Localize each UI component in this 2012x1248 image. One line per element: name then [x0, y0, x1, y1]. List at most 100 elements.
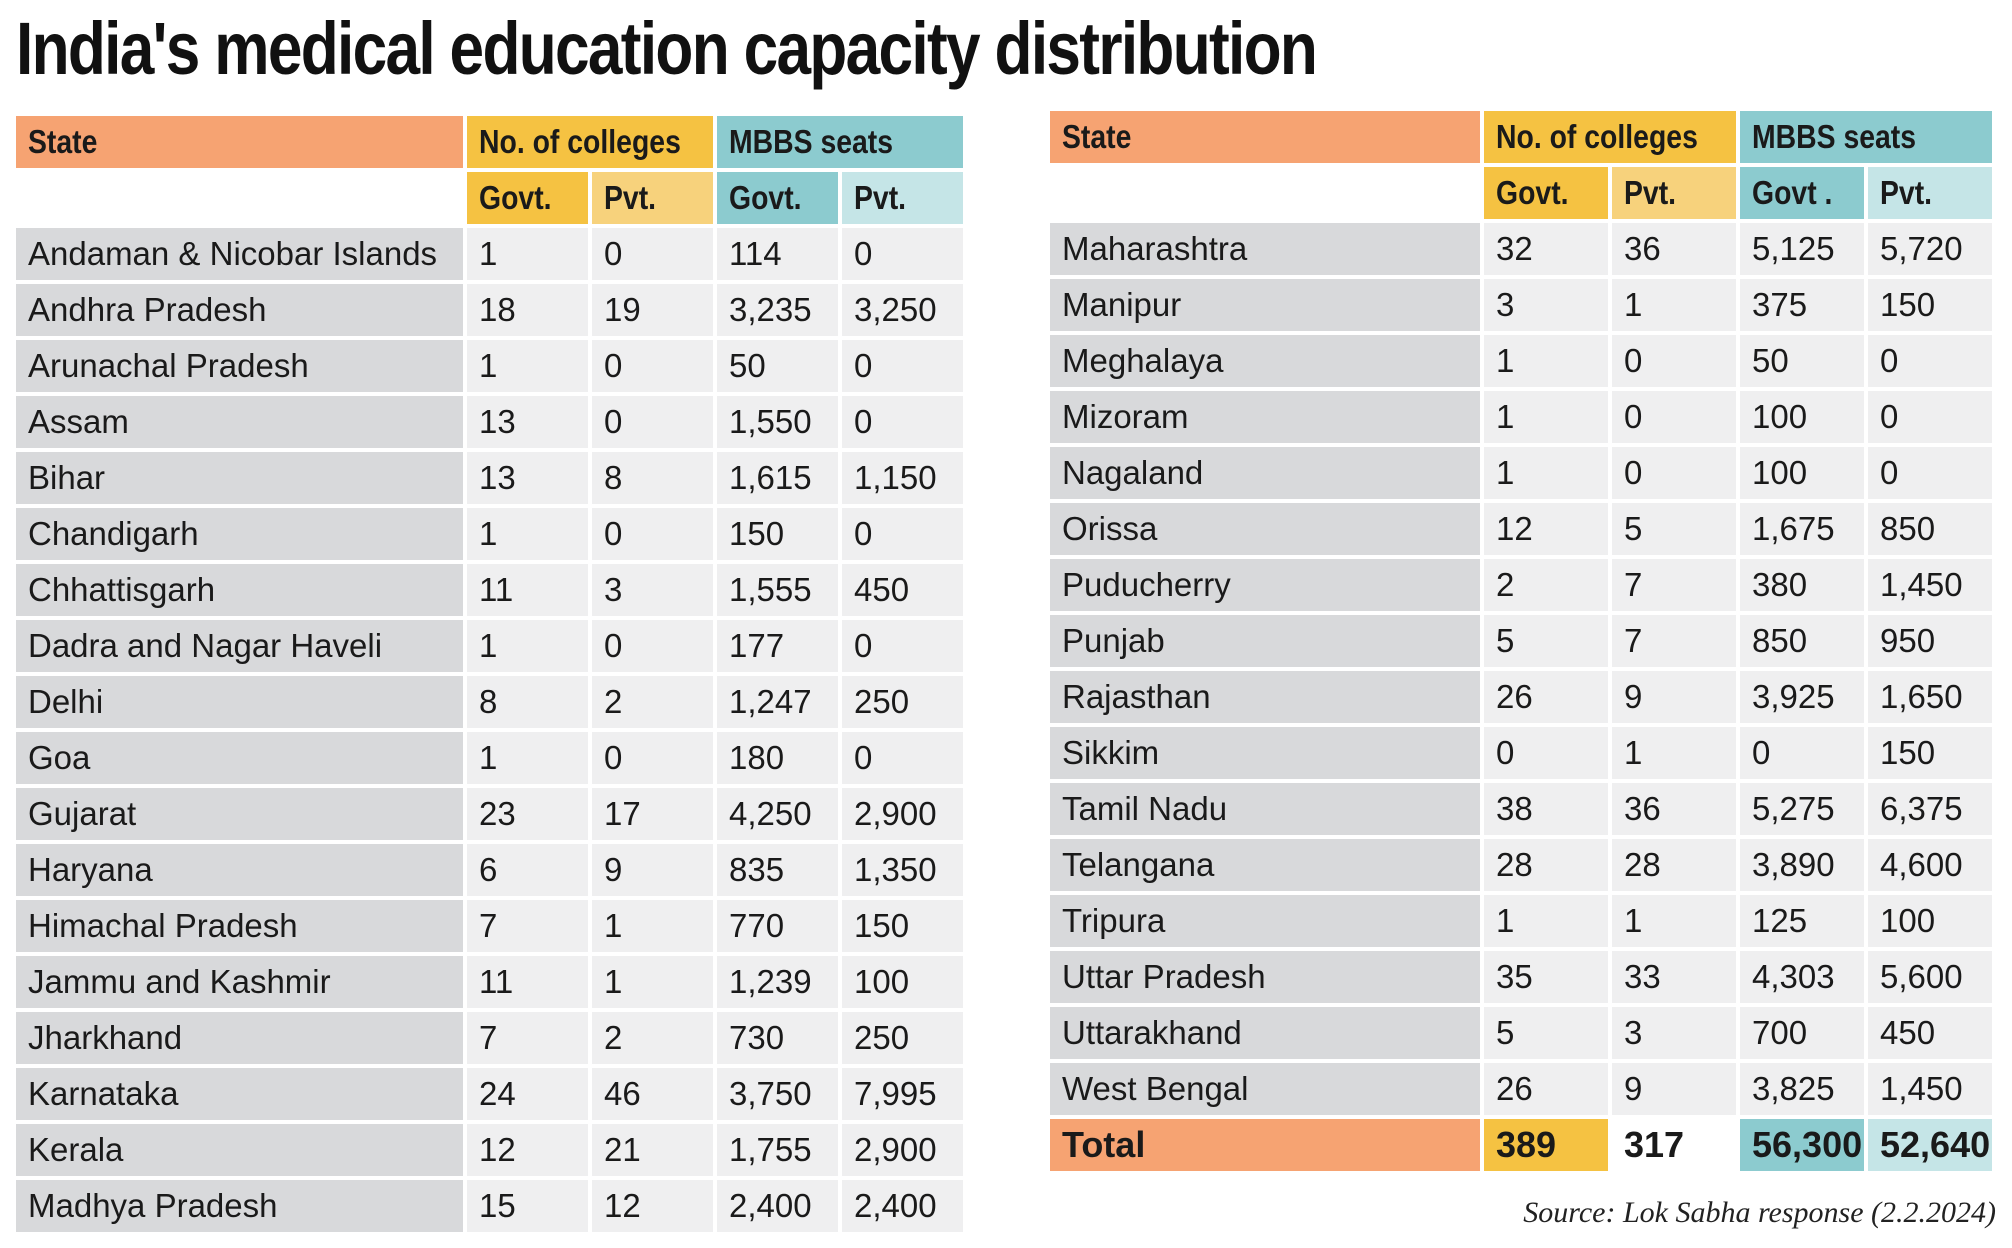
state-cell: Telangana [1050, 839, 1480, 891]
colleges-govt-cell: 1 [1484, 335, 1608, 387]
colleges-pvt-cell: 0 [1612, 447, 1736, 499]
colleges-govt-cell: 15 [467, 1180, 588, 1232]
seats-govt-cell: 730 [717, 1012, 838, 1064]
total-seats-govt: 56,300 [1740, 1119, 1864, 1171]
colleges-pvt-cell: 3 [1612, 1007, 1736, 1059]
table-row: Maharashtra 32 36 5,125 5,720 [1050, 223, 1996, 275]
seats-govt-cell: 3,235 [717, 284, 838, 336]
state-cell: Orissa [1050, 503, 1480, 555]
seats-pvt-cell: 450 [842, 564, 963, 616]
colleges-govt-cell: 1 [1484, 391, 1608, 443]
seats-pvt-header: Pvt. [1868, 167, 1992, 219]
table-row: Gujarat 23 17 4,250 2,900 [16, 788, 981, 840]
state-cell: Manipur [1050, 279, 1480, 331]
colleges-govt-cell: 32 [1484, 223, 1608, 275]
state-cell: Arunachal Pradesh [16, 340, 463, 392]
seats-govt-cell: 1,755 [717, 1124, 838, 1176]
colleges-pvt-cell: 9 [1612, 671, 1736, 723]
colleges-pvt-cell: 7 [1612, 615, 1736, 667]
table-row: Uttarakhand 5 3 700 450 [1050, 1007, 1996, 1059]
colleges-govt-cell: 1 [467, 620, 588, 672]
state-cell: Kerala [16, 1124, 463, 1176]
seats-pvt-cell: 0 [1868, 335, 1992, 387]
seats-govt-header: Govt . [1740, 167, 1864, 219]
seats-pvt-cell: 5,600 [1868, 951, 1992, 1003]
seats-govt-cell: 100 [1740, 447, 1864, 499]
table-row: Dadra and Nagar Haveli 1 0 177 0 [16, 620, 981, 672]
seats-pvt-cell: 150 [1868, 727, 1992, 779]
seats-govt-cell: 150 [717, 508, 838, 560]
table-row: Kerala 12 21 1,755 2,900 [16, 1124, 981, 1176]
colleges-header: No. of colleges [1484, 111, 1736, 163]
seats-govt-cell: 3,890 [1740, 839, 1864, 891]
colleges-govt-cell: 12 [1484, 503, 1608, 555]
colleges-pvt-cell: 5 [1612, 503, 1736, 555]
seats-pvt-cell: 850 [1868, 503, 1992, 555]
table-row: Assam 13 0 1,550 0 [16, 396, 981, 448]
table-row: Delhi 8 2 1,247 250 [16, 676, 981, 728]
seats-pvt-cell: 450 [1868, 1007, 1992, 1059]
state-cell: Nagaland [1050, 447, 1480, 499]
colleges-pvt-cell: 1 [592, 900, 713, 952]
state-cell: Andhra Pradesh [16, 284, 463, 336]
seats-pvt-cell: 0 [842, 228, 963, 280]
total-colleges-pvt: 317 [1612, 1119, 1736, 1171]
state-cell: Maharashtra [1050, 223, 1480, 275]
colleges-govt-cell: 11 [467, 956, 588, 1008]
colleges-govt-cell: 38 [1484, 783, 1608, 835]
seats-pvt-cell: 1,650 [1868, 671, 1992, 723]
colleges-pvt-cell: 0 [592, 620, 713, 672]
colleges-govt-cell: 35 [1484, 951, 1608, 1003]
seats-pvt-cell: 100 [1868, 895, 1992, 947]
seats-govt-cell: 3,925 [1740, 671, 1864, 723]
seats-pvt-cell: 2,900 [842, 788, 963, 840]
table-row: Karnataka 24 46 3,750 7,995 [16, 1068, 981, 1120]
seats-govt-cell: 1,615 [717, 452, 838, 504]
colleges-govt-cell: 6 [467, 844, 588, 896]
table-row: Jharkhand 7 2 730 250 [16, 1012, 981, 1064]
right-table-body: Maharashtra 32 36 5,125 5,720 Manipur 3 1 375 150… [1050, 223, 1996, 1115]
colleges-pvt-cell: 17 [592, 788, 713, 840]
state-cell: Madhya Pradesh [16, 1180, 463, 1232]
left-table-body: Andaman & Nicobar Islands 1 0 114 0 Andhra Pr… [16, 228, 981, 1232]
colleges-govt-cell: 7 [467, 1012, 588, 1064]
seats-pvt-cell: 0 [842, 340, 963, 392]
seats-govt-cell: 3,825 [1740, 1063, 1864, 1115]
colleges-pvt-cell: 7 [1612, 559, 1736, 611]
colleges-govt-cell: 8 [467, 676, 588, 728]
seats-govt-cell: 177 [717, 620, 838, 672]
seats-pvt-cell: 0 [842, 620, 963, 672]
table-row: Jammu and Kashmir 11 1 1,239 100 [16, 956, 981, 1008]
seats-pvt-cell: 0 [1868, 391, 1992, 443]
seats-pvt-cell: 950 [1868, 615, 1992, 667]
table-row: Orissa 12 5 1,675 850 [1050, 503, 1996, 555]
colleges-govt-cell: 18 [467, 284, 588, 336]
colleges-govt-header: Govt. [467, 172, 588, 224]
state-cell: Jammu and Kashmir [16, 956, 463, 1008]
colleges-pvt-cell: 2 [592, 676, 713, 728]
seats-govt-cell: 114 [717, 228, 838, 280]
colleges-govt-header: Govt. [1484, 167, 1608, 219]
seats-govt-cell: 4,250 [717, 788, 838, 840]
seats-pvt-cell: 2,400 [842, 1180, 963, 1232]
state-cell: Karnataka [16, 1068, 463, 1120]
table-row: Chhattisgarh 11 3 1,555 450 [16, 564, 981, 616]
colleges-govt-cell: 13 [467, 452, 588, 504]
colleges-pvt-cell: 8 [592, 452, 713, 504]
state-cell: Bihar [16, 452, 463, 504]
colleges-pvt-cell: 0 [1612, 391, 1736, 443]
seats-govt-cell: 1,675 [1740, 503, 1864, 555]
table-row: Sikkim 0 1 0 150 [1050, 727, 1996, 779]
seats-govt-cell: 5,275 [1740, 783, 1864, 835]
header-row-1: State No. of colleges MBBS seats [1050, 111, 1996, 163]
seats-govt-cell: 1,239 [717, 956, 838, 1008]
seats-govt-cell: 50 [1740, 335, 1864, 387]
table-row: Rajasthan 26 9 3,925 1,650 [1050, 671, 1996, 723]
table-row: Manipur 3 1 375 150 [1050, 279, 1996, 331]
table-row: Meghalaya 1 0 50 0 [1050, 335, 1996, 387]
state-cell: Assam [16, 396, 463, 448]
colleges-govt-cell: 2 [1484, 559, 1608, 611]
state-cell: Gujarat [16, 788, 463, 840]
colleges-pvt-cell: 46 [592, 1068, 713, 1120]
state-header: State [16, 116, 463, 168]
